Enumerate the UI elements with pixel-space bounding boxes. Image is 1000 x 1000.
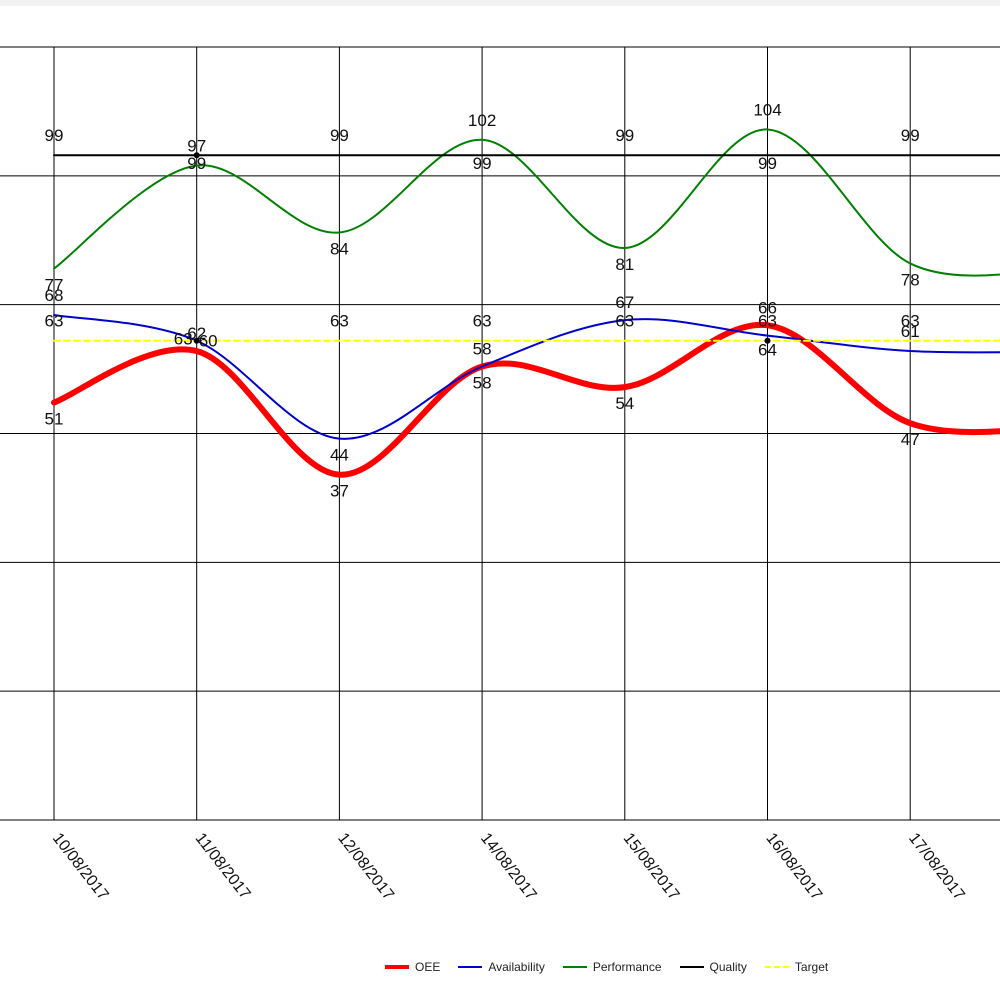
legend-item-performance: Performance: [562, 960, 662, 974]
data-label-target: 63: [330, 312, 349, 331]
data-label-oee: 54: [615, 394, 634, 413]
x-tick-label: 16/08/2017: [762, 830, 825, 904]
top-bar: [0, 0, 1000, 6]
series-line-oee: [51, 321, 1000, 478]
data-label-performance: 84: [330, 240, 349, 259]
legend-item-oee: OEE: [385, 960, 440, 974]
data-label-quality: 99: [758, 154, 777, 173]
data-label-availability: 61: [901, 322, 920, 341]
legend-item-availability: Availability: [458, 960, 545, 974]
legend-swatch: [679, 966, 704, 968]
data-label-oee: 66: [758, 298, 777, 317]
data-label-oee: 58: [473, 374, 492, 393]
data-label-quality: 99: [901, 126, 920, 145]
legend-swatch: [562, 966, 587, 968]
legend-swatch: [458, 966, 483, 968]
legend-swatch: [764, 966, 789, 968]
legend-item-target: Target: [764, 960, 829, 974]
x-tick-label: 11/08/2017: [192, 830, 254, 903]
point-marker: [193, 152, 200, 159]
data-label-oee: 47: [901, 430, 920, 449]
data-label-oee: 62: [187, 324, 206, 343]
data-label-oee: 37: [330, 482, 349, 501]
data-label-target: 63: [45, 312, 64, 331]
data-label-availability: 63: [174, 330, 193, 349]
x-tick-label: 15/08/2017: [620, 830, 683, 904]
legend-label: OEE: [415, 960, 441, 974]
chart-legend: OEE Availability Performance Quality Target: [385, 960, 828, 974]
data-label-oee: 51: [45, 410, 64, 429]
x-tick-label: 12/08/2017: [334, 830, 397, 904]
data-label-performance: 81: [615, 255, 634, 274]
data-label-performance: 104: [753, 100, 781, 119]
data-label-performance: 78: [901, 270, 920, 289]
series-line-performance: [53, 128, 1000, 277]
series-line-availability: [53, 313, 1000, 440]
legend-swatch: [385, 965, 409, 969]
data-label-target: 63: [901, 312, 920, 331]
data-label-target: 63: [473, 312, 492, 331]
data-label-availability: 44: [330, 446, 349, 465]
legend-item-quality: Quality: [679, 960, 747, 974]
data-label-performance: 102: [468, 111, 496, 130]
data-label-quality: 99: [187, 154, 206, 173]
data-label-quality: 99: [473, 154, 492, 173]
data-label-quality: 99: [330, 126, 349, 145]
legend-label: Availability: [488, 960, 545, 974]
legend-label: Quality: [709, 960, 747, 974]
data-label-availability: 67: [615, 293, 634, 312]
data-label-target: 63: [758, 312, 777, 331]
data-label-availability: 68: [45, 286, 64, 305]
data-label-performance: 97: [187, 137, 206, 156]
data-label-performance: 77: [45, 276, 64, 295]
data-label-target: 63: [615, 312, 634, 331]
x-tick-label: 10/08/2017: [49, 830, 112, 904]
x-tick-label: 17/08/2017: [905, 830, 968, 904]
point-marker: [193, 337, 200, 344]
x-tick-label: 14/08/2017: [477, 830, 540, 904]
data-label-target: 60: [199, 332, 218, 351]
legend-label: Target: [794, 960, 829, 974]
data-label-quality: 99: [45, 126, 64, 145]
data-label-quality: 99: [615, 126, 634, 145]
data-label-availability: 58: [473, 340, 492, 359]
legend-label: Performance: [592, 960, 662, 974]
point-marker: [764, 337, 771, 344]
data-label-availability: 64: [758, 341, 777, 360]
